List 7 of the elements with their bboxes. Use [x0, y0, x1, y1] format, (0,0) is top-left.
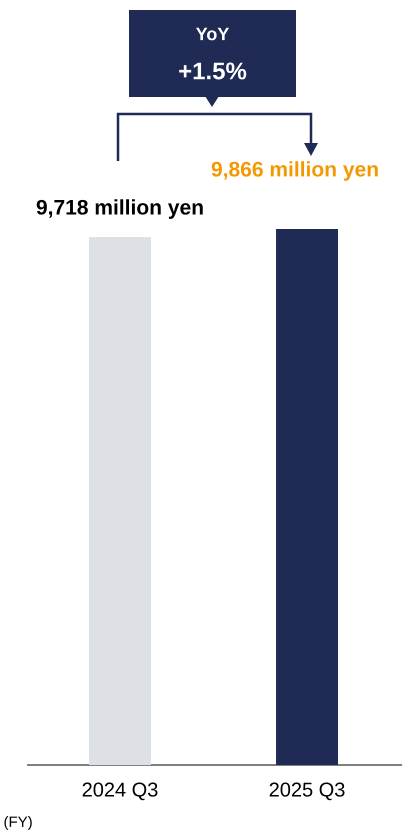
data-label: 9,866 million yen [212, 161, 378, 181]
x-tick-label: 2025 Q3 [270, 782, 344, 800]
text: YoY [196, 28, 230, 40]
data-label: 9,718 million yen [36, 199, 203, 219]
text: (FY) [4, 816, 32, 830]
text: +1.5% [179, 62, 246, 80]
x-tick-label: 2024 Q3 [82, 782, 158, 800]
